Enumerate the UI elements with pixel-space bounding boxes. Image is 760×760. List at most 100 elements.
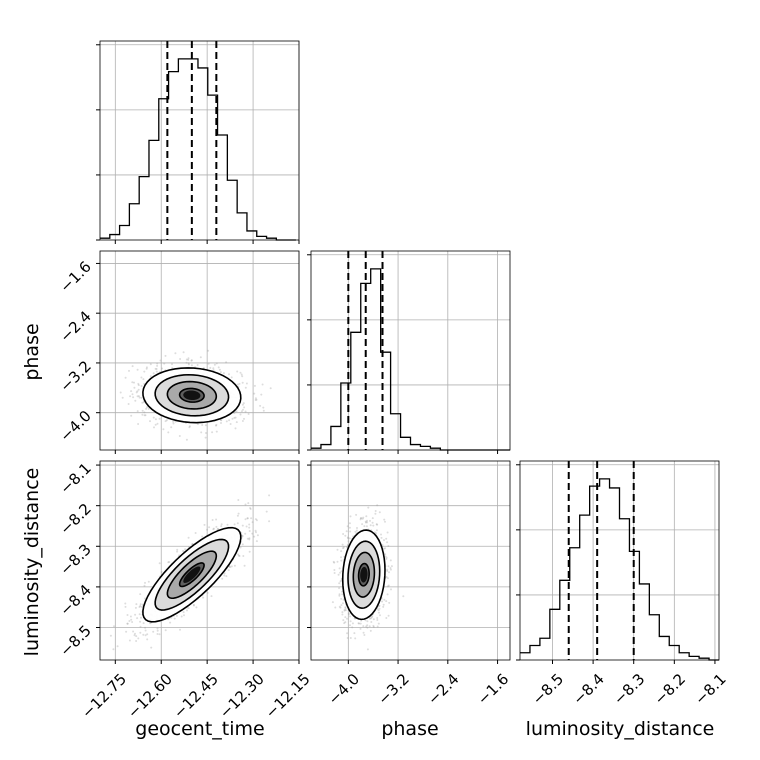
panel-frame bbox=[99, 250, 300, 451]
scatter-point bbox=[137, 384, 140, 387]
panel-frame bbox=[99, 40, 300, 241]
scatter-point bbox=[363, 525, 366, 528]
panel-frame bbox=[99, 460, 300, 661]
scatter-point bbox=[383, 539, 385, 542]
scatter-point bbox=[128, 369, 130, 372]
scatter-point bbox=[372, 618, 375, 621]
scatter-point bbox=[346, 632, 349, 635]
scatter-point bbox=[217, 527, 219, 530]
scatter-point bbox=[137, 423, 140, 425]
scatter-point bbox=[338, 587, 341, 590]
scatter-point bbox=[188, 426, 191, 429]
scatter-point bbox=[351, 626, 354, 629]
scatter-point bbox=[251, 521, 254, 524]
scatter-point bbox=[227, 569, 230, 572]
scatter-point bbox=[215, 362, 218, 365]
scatter-point bbox=[155, 370, 158, 373]
scatter-point bbox=[248, 523, 251, 526]
scatter-point bbox=[344, 607, 347, 610]
scatter-point bbox=[384, 547, 387, 550]
scatter-point bbox=[221, 577, 224, 580]
contour-line bbox=[178, 387, 205, 403]
scatter-point bbox=[368, 617, 371, 620]
scatter-point bbox=[254, 399, 257, 401]
scatter-point bbox=[144, 634, 147, 637]
scatter-point bbox=[218, 368, 221, 371]
scatter-point bbox=[196, 364, 199, 366]
scatter-point bbox=[233, 523, 236, 526]
scatter-point bbox=[338, 593, 341, 596]
scatter-point bbox=[178, 435, 181, 437]
scatter-point bbox=[192, 604, 195, 607]
scatter-point bbox=[128, 639, 131, 642]
scatter-point bbox=[142, 378, 145, 381]
scatter-point bbox=[182, 611, 185, 614]
scatter-point bbox=[237, 554, 240, 557]
scatter-point bbox=[140, 376, 143, 379]
y-tick-label-luminosity-distance: −8.2 bbox=[56, 500, 94, 538]
scatter-point bbox=[246, 517, 249, 520]
histogram-luminosity-distance bbox=[520, 478, 719, 661]
scatter-point bbox=[389, 567, 392, 569]
scatter-point bbox=[244, 503, 247, 506]
scatter-point bbox=[369, 617, 372, 620]
scatter-point bbox=[255, 519, 258, 522]
scatter-point bbox=[341, 613, 344, 616]
scatter-point bbox=[135, 640, 138, 642]
scatter-point bbox=[140, 396, 143, 399]
scatter-point bbox=[146, 638, 149, 641]
scatter-point bbox=[135, 635, 138, 638]
scatter-point bbox=[341, 611, 344, 614]
scatter-point bbox=[338, 605, 341, 608]
scatter-point bbox=[139, 605, 142, 607]
scatter-point bbox=[213, 363, 216, 366]
scatter-point bbox=[137, 395, 140, 398]
scatter-point bbox=[377, 622, 380, 625]
scatter-point bbox=[259, 404, 262, 407]
x-tick-label-luminosity-distance: −8.2 bbox=[651, 670, 689, 708]
scatter-point bbox=[223, 572, 226, 575]
scatter-point bbox=[154, 367, 157, 370]
scatter-point bbox=[345, 546, 348, 549]
scatter-point bbox=[124, 376, 127, 379]
scatter-point bbox=[194, 532, 197, 534]
scatter-point bbox=[147, 580, 150, 583]
y-tick-label-luminosity-distance: −8.4 bbox=[56, 581, 94, 619]
scatter-point bbox=[239, 546, 242, 549]
scatter-point bbox=[344, 606, 347, 609]
scatter-point bbox=[187, 358, 190, 361]
scatter-point bbox=[136, 390, 139, 393]
scatter-point bbox=[239, 413, 242, 416]
scatter-point bbox=[241, 524, 244, 527]
scatter-point bbox=[377, 611, 380, 614]
scatter-point bbox=[378, 607, 381, 610]
scatter-point bbox=[381, 600, 384, 603]
x-tick-label-geocent-time: −12.75 bbox=[78, 670, 130, 722]
scatter-point bbox=[372, 524, 375, 527]
scatter-point bbox=[176, 548, 179, 551]
scatter-point bbox=[215, 424, 217, 427]
scatter-point bbox=[129, 615, 132, 618]
scatter-point bbox=[149, 622, 151, 625]
scatter-point bbox=[351, 622, 354, 625]
scatter-point bbox=[242, 408, 244, 411]
scatter-point bbox=[124, 602, 127, 605]
scatter-point bbox=[164, 354, 167, 357]
scatter-point bbox=[376, 619, 379, 621]
scatter-point bbox=[179, 358, 182, 360]
scatter-point bbox=[342, 546, 345, 549]
scatter-point bbox=[219, 371, 222, 374]
scatter-point bbox=[385, 600, 388, 603]
scatter-point bbox=[377, 609, 380, 612]
scatter-point bbox=[211, 431, 214, 434]
scatter-point bbox=[384, 555, 387, 558]
scatter-point bbox=[190, 364, 193, 367]
scatter-point bbox=[167, 561, 170, 564]
scatter-point bbox=[344, 609, 347, 612]
scatter-point bbox=[233, 564, 236, 567]
scatter-point bbox=[369, 629, 372, 632]
scatter-point bbox=[349, 637, 352, 639]
scatter-point bbox=[366, 626, 369, 629]
scatter-point bbox=[183, 614, 185, 617]
scatter-point bbox=[154, 418, 157, 421]
